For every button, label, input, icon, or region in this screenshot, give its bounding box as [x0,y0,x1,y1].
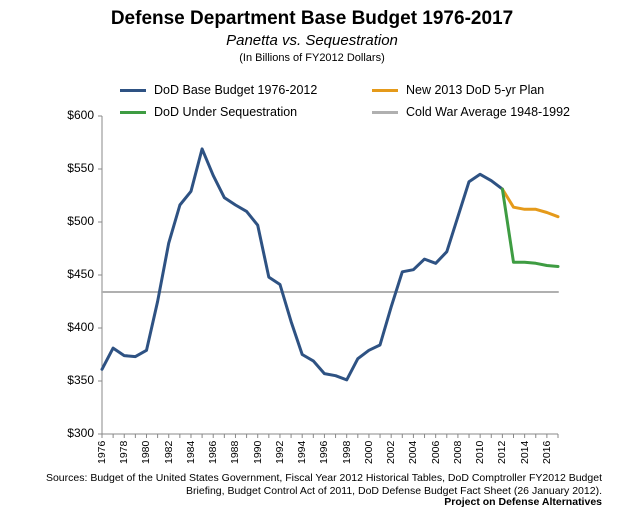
y-tick-label: $300 [67,426,94,440]
x-tick-label: 2012 [496,440,509,464]
legend-item-dod-base: DoD Base Budget 1976-2012 [120,83,317,97]
y-tick-label: $500 [67,214,94,228]
x-tick-label: 2010 [474,440,487,464]
sources-note: Sources: Budget of the United States Gov… [45,472,602,497]
x-tick-label: 1982 [162,440,175,464]
x-tick-label: 2016 [540,440,553,464]
x-tick-label: 1988 [229,440,242,464]
x-tick-label: 1980 [140,440,153,464]
legend-item-new-plan: New 2013 DoD 5-yr Plan [372,83,544,97]
x-tick-label: 2014 [518,440,531,464]
chart-title: Defense Department Base Budget 1976-2017 [110,8,514,29]
series-line-dod-base-budget-1976-2012 [100,147,504,382]
x-tick-label: 1990 [251,440,264,464]
legend-label-new-plan: New 2013 DoD 5-yr Plan [406,83,545,97]
x-tick-label: 2004 [407,440,420,464]
y-tick-label: $600 [67,108,94,122]
x-tick-label: 1978 [118,440,131,464]
credit-line: Project on Defense Alternatives [444,496,602,508]
chart-units: (In Billions of FY2012 Dollars) [239,52,385,64]
x-tick-label: 1994 [296,440,309,464]
x-tick-label: 1998 [340,440,353,464]
legend-label-cold-war-avg: Cold War Average 1948-1992 [406,105,570,119]
x-tick-label: 1986 [207,440,220,464]
legend-swatch-sequestration [120,110,146,114]
series-line-new-2013-dod-5-yr-plan [500,187,560,219]
legend-swatch-dod-base [120,88,146,92]
x-tick-label: 2002 [385,440,398,464]
legend-label-dod-base: DoD Base Budget 1976-2012 [154,83,318,97]
x-tick-label: 1984 [184,440,197,464]
legend-label-sequestration: DoD Under Sequestration [154,105,298,119]
x-tick-label: 2008 [451,440,464,464]
legend-item-sequestration: DoD Under Sequestration [120,105,297,119]
y-tick-label: $400 [67,320,94,334]
y-tick-label: $450 [67,267,94,281]
legend-item-cold-war-avg: Cold War Average 1948-1992 [372,105,570,119]
chart-subtitle: Panetta vs. Sequestration [226,32,398,49]
y-tick-label: $550 [67,161,94,175]
x-tick-label: 2006 [429,440,442,464]
x-tick-label: 2000 [362,440,375,464]
y-tick-label: $350 [67,373,94,387]
x-tick-label: 1992 [273,440,286,464]
x-tick-label: 1996 [318,440,331,464]
x-tick-label: 1976 [96,440,108,464]
series-line-dod-under-sequestration [500,187,560,268]
legend-swatch-new-plan [372,88,398,92]
legend-swatch-cold-war-avg [372,110,398,114]
